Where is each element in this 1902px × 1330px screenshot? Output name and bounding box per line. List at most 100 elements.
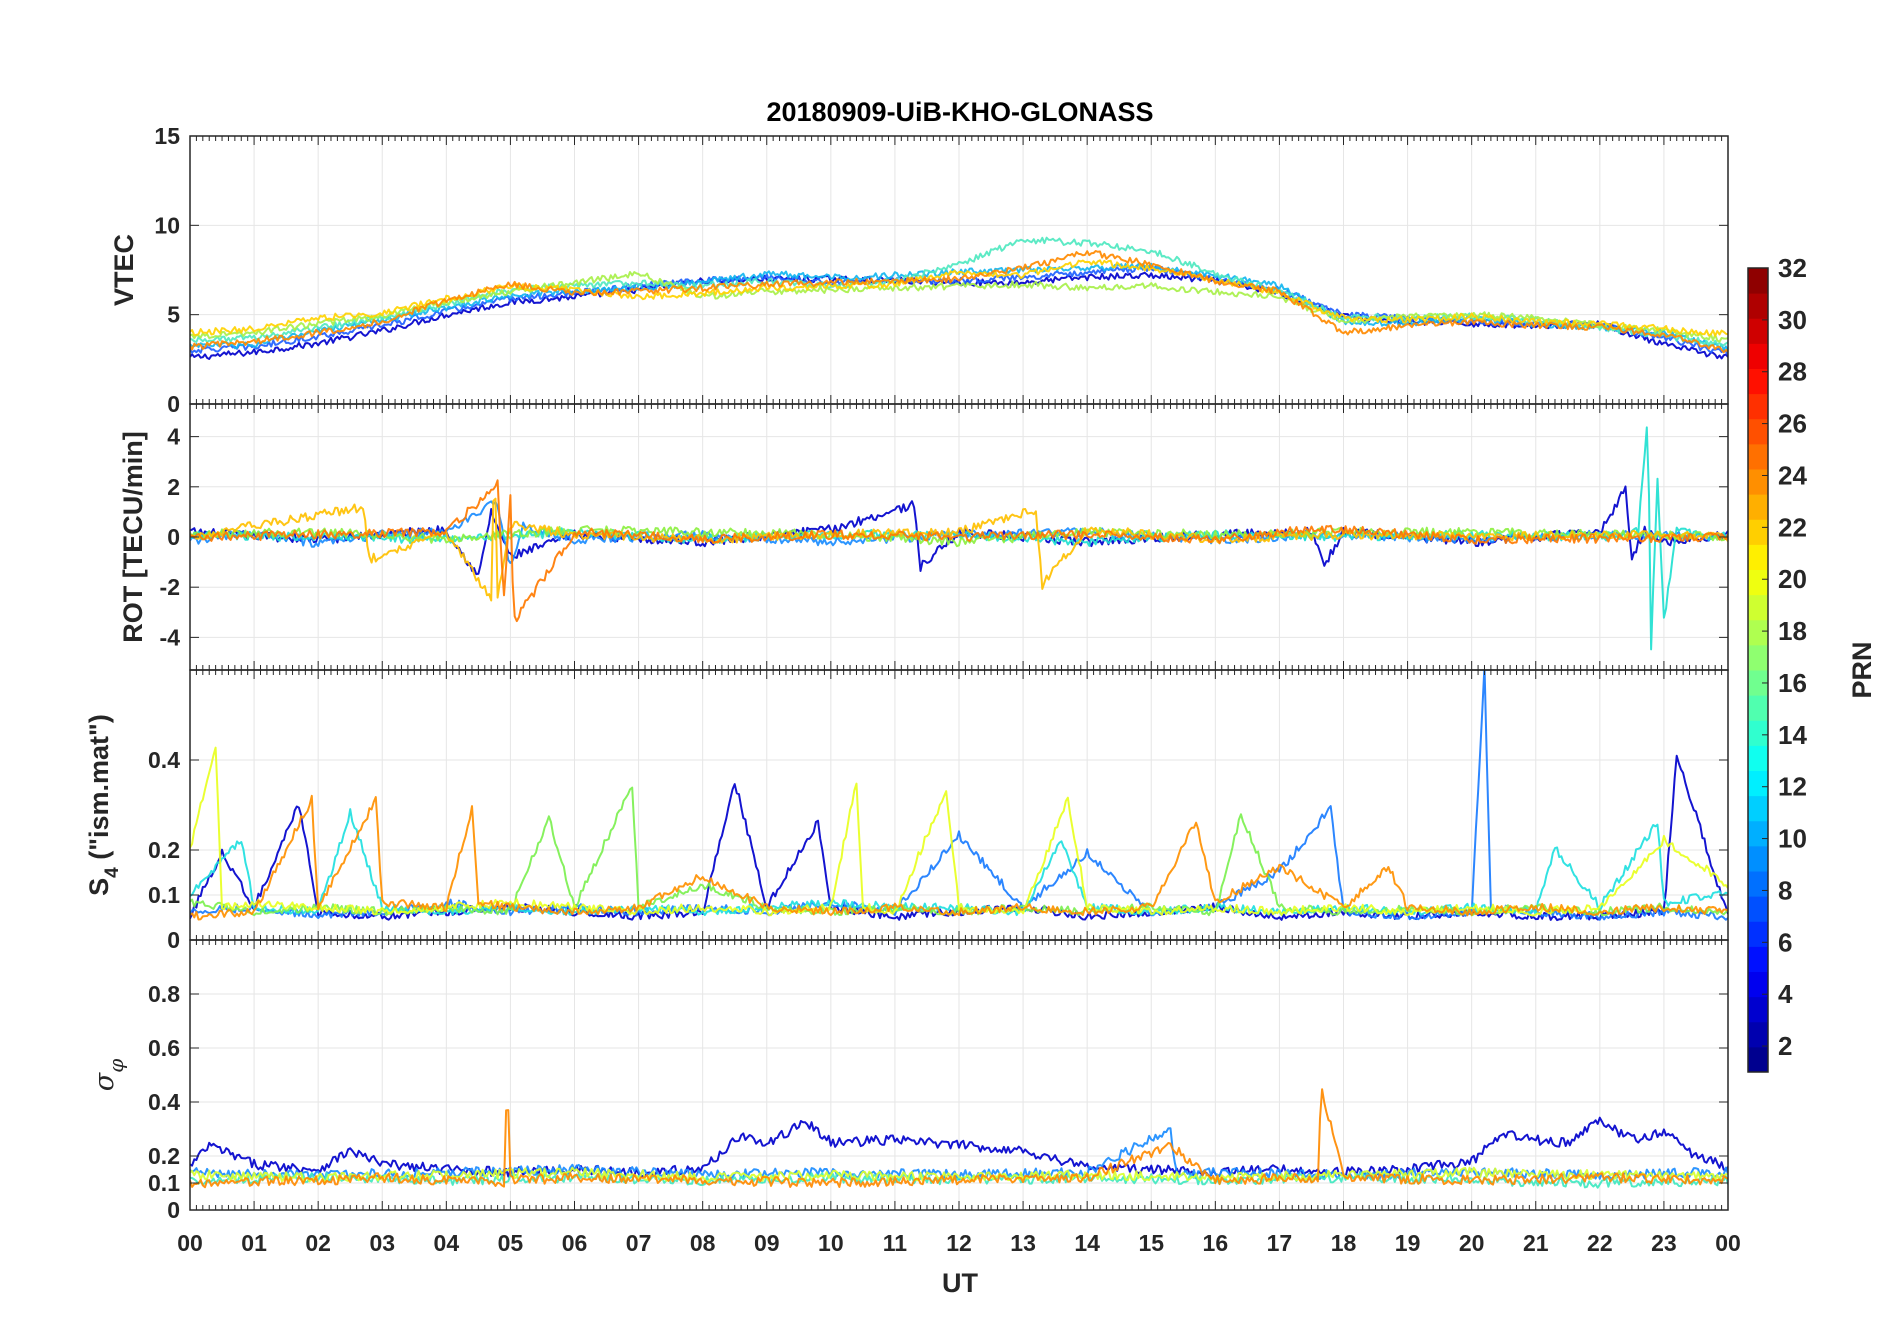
x-tick-label: 19 bbox=[1395, 1230, 1421, 1256]
y-tick-label: 0.2 bbox=[148, 837, 180, 863]
series-group bbox=[190, 236, 1728, 360]
y-axis-label: S4 ("ism.mat") bbox=[84, 714, 123, 896]
series-line bbox=[190, 525, 1728, 548]
y-axis-label-sub: 4 bbox=[102, 867, 123, 878]
x-tick-label: 02 bbox=[305, 1230, 331, 1256]
x-tick-label: 17 bbox=[1267, 1230, 1293, 1256]
colorbar-frame bbox=[1747, 267, 1769, 1073]
colorbar-segment bbox=[1748, 318, 1768, 344]
colorbar-label: PRN bbox=[1847, 641, 1877, 698]
colorbar-segment bbox=[1748, 569, 1768, 596]
x-tick-label: 16 bbox=[1203, 1230, 1229, 1256]
x-axis-tick-labels: 00 01 02 03 04 05 06 07 08 09 10 11 12 13 14 15 16 17 18 19… bbox=[177, 1230, 1741, 1256]
y-tick-label: 0 bbox=[167, 1197, 180, 1223]
series-line bbox=[190, 497, 1728, 602]
colorbar-segment bbox=[1748, 293, 1768, 319]
series-line bbox=[190, 1166, 1728, 1183]
panel-3: 0 0.1 0.2 0.4 S4 ("ism.mat") bbox=[84, 669, 1729, 953]
colorbar-segment bbox=[1748, 1046, 1768, 1073]
colorbar-segment bbox=[1748, 519, 1768, 545]
colorbar-segment bbox=[1748, 418, 1768, 445]
colorbar-segment bbox=[1748, 695, 1768, 721]
colorbar-segment bbox=[1748, 594, 1768, 621]
y-axis-label: VTEC bbox=[109, 234, 139, 306]
series-line bbox=[190, 236, 1728, 347]
colorbar-tick-label: 6 bbox=[1778, 927, 1792, 957]
colorbar-segment bbox=[1748, 921, 1768, 947]
x-tick-label: 18 bbox=[1331, 1230, 1357, 1256]
y-tick-label: -4 bbox=[160, 624, 181, 650]
x-tick-label: 09 bbox=[754, 1230, 780, 1256]
y-tick-label: 10 bbox=[154, 212, 180, 238]
x-tick-label: 15 bbox=[1138, 1230, 1164, 1256]
colorbar-tick-label: 14 bbox=[1778, 720, 1807, 750]
x-tick-label: 11 bbox=[883, 1230, 908, 1256]
colorbar-tick-label: 24 bbox=[1778, 460, 1807, 490]
x-tick-label: 04 bbox=[434, 1230, 460, 1256]
y-tick-label: 2 bbox=[167, 474, 180, 500]
series-group bbox=[190, 426, 1728, 651]
y-tick-label: 0.6 bbox=[148, 1035, 180, 1061]
x-axis-label: UT bbox=[942, 1268, 978, 1298]
colorbar-segment bbox=[1748, 619, 1768, 646]
x-tick-label: 07 bbox=[626, 1230, 652, 1256]
colorbar-segment bbox=[1748, 368, 1768, 395]
colorbar-tick-label: 8 bbox=[1778, 875, 1792, 905]
colorbar-segment bbox=[1748, 443, 1768, 470]
x-tick-label: 01 bbox=[241, 1230, 267, 1256]
chart-title: 20180909-UiB-KHO-GLONASS bbox=[766, 97, 1153, 127]
colorbar-tick-label: 32 bbox=[1778, 253, 1807, 283]
colorbar-segment bbox=[1748, 644, 1768, 671]
colorbar-segment bbox=[1748, 770, 1768, 797]
y-axis-label: ROT [TECU/min] bbox=[118, 431, 148, 642]
colorbar-tick-label: 10 bbox=[1778, 824, 1807, 854]
y-tick-label: 0 bbox=[167, 524, 180, 550]
colorbar-segment bbox=[1748, 670, 1768, 696]
colorbar-segment bbox=[1748, 820, 1768, 847]
colorbar-segment bbox=[1748, 1021, 1768, 1048]
y-axis-label-main: σ bbox=[89, 1071, 120, 1091]
x-tick-label: 20 bbox=[1459, 1230, 1485, 1256]
colorbar-segment bbox=[1748, 795, 1768, 822]
colorbar-segment bbox=[1748, 268, 1768, 294]
x-tick-label: 13 bbox=[1010, 1230, 1036, 1256]
series-line bbox=[190, 794, 1728, 921]
x-tick-label: 12 bbox=[946, 1230, 972, 1256]
x-tick-label: 05 bbox=[498, 1230, 524, 1256]
x-tick-label: 06 bbox=[562, 1230, 588, 1256]
x-tick-label: 14 bbox=[1074, 1230, 1100, 1256]
series-line bbox=[190, 479, 1728, 623]
colorbar-tick-label: 26 bbox=[1778, 409, 1807, 439]
series-line bbox=[190, 1116, 1728, 1178]
colorbar-segment bbox=[1748, 996, 1768, 1023]
colorbar-tick-label: 30 bbox=[1778, 305, 1807, 335]
x-tick-label: 00 bbox=[1715, 1230, 1741, 1256]
series-group bbox=[190, 670, 1728, 922]
y-tick-label: 15 bbox=[154, 123, 180, 149]
x-tick-label: 08 bbox=[690, 1230, 716, 1256]
colorbar-tick-label: 4 bbox=[1778, 979, 1793, 1009]
panel-1: 0 5 10 15 VTEC bbox=[109, 123, 1729, 417]
y-tick-label: 0 bbox=[167, 927, 180, 953]
colorbar-segment bbox=[1748, 946, 1768, 972]
series-group bbox=[190, 1088, 1728, 1189]
colorbar-segment bbox=[1748, 871, 1768, 897]
x-tick-label: 03 bbox=[369, 1230, 395, 1256]
colorbar-tick-label: 18 bbox=[1778, 616, 1807, 646]
colorbar-segment bbox=[1748, 393, 1768, 420]
colorbar-segment bbox=[1748, 469, 1768, 495]
y-tick-label: 4 bbox=[167, 424, 180, 450]
x-tick-label: 21 bbox=[1523, 1230, 1549, 1256]
colorbar-tick-label: 28 bbox=[1778, 357, 1807, 387]
y-tick-label: 0.4 bbox=[148, 1089, 180, 1115]
colorbar-segment bbox=[1748, 720, 1768, 746]
series-line bbox=[190, 250, 1728, 354]
colorbar-segment bbox=[1748, 845, 1768, 872]
colorbar-segment bbox=[1748, 896, 1768, 922]
panel-2: -4 -2 0 2 4 ROT [TECU/min] bbox=[118, 403, 1729, 671]
y-axis-label-main: S bbox=[84, 878, 114, 896]
y-axis-label-rest: ("ism.mat") bbox=[84, 714, 114, 867]
